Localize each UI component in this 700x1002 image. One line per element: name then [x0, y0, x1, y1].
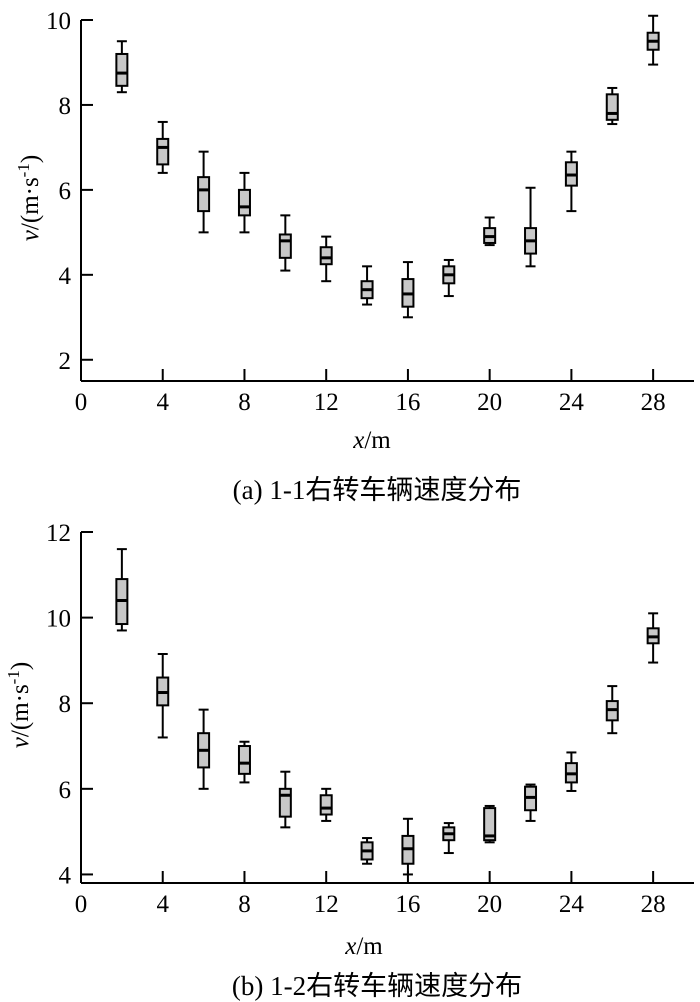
box-plot-item — [115, 548, 129, 632]
y-tick-label: 6 — [59, 777, 72, 804]
box — [278, 787, 292, 818]
box — [115, 52, 129, 87]
x-tick-label: 24 — [559, 389, 585, 416]
panel-b-ylabel: v/(m·s-1) — [4, 662, 34, 748]
panel-b-caption: (b) 1-2右转车辆速度分布 — [232, 971, 522, 1001]
panel-a-boxes — [115, 14, 660, 319]
box-plot-item — [156, 120, 170, 174]
box-plot-item — [319, 235, 333, 283]
panel-b-xlabel: x/m — [344, 933, 383, 960]
y-tick-label: 10 — [46, 8, 71, 35]
box-plot-item — [156, 652, 170, 739]
x-tick-label: 28 — [641, 891, 666, 918]
x-tick-label: 0 — [75, 891, 88, 918]
y-tick-label: 4 — [59, 862, 72, 889]
box — [319, 794, 333, 816]
box-plot-item — [605, 685, 619, 735]
box-plot-item — [483, 216, 497, 247]
y-tick-label: 6 — [59, 178, 72, 205]
box-plot-item — [605, 86, 619, 126]
box-plot-item — [237, 171, 251, 234]
box-plot-item — [442, 258, 456, 298]
y-tick-label: 2 — [59, 348, 72, 375]
x-tick-label: 28 — [641, 389, 666, 416]
x-tick-label: 16 — [395, 891, 420, 918]
box-plot-item — [278, 214, 292, 272]
box — [156, 137, 170, 166]
panel-a-ylabel: v/(m·s-1) — [14, 155, 44, 241]
box-plot-item — [360, 265, 374, 306]
box — [237, 745, 251, 775]
x-tick-label: 4 — [156, 891, 169, 918]
box-plot-item — [564, 751, 578, 792]
box-plot-item — [442, 822, 456, 855]
y-tick-label: 12 — [46, 520, 71, 547]
y-tick-label: 8 — [59, 93, 72, 120]
box — [237, 188, 251, 217]
box-plot-item — [319, 787, 333, 822]
box-plot-item — [646, 14, 660, 66]
box — [483, 807, 497, 842]
box-plot-item — [278, 770, 292, 829]
x-tick-label: 20 — [477, 891, 502, 918]
x-tick-label: 0 — [75, 389, 88, 416]
box — [197, 176, 211, 213]
panel-a-xlabel: x/m — [352, 427, 391, 454]
box-plot-item — [564, 150, 578, 213]
box-plot-item — [360, 837, 374, 865]
x-tick-label: 8 — [238, 891, 251, 918]
box — [605, 93, 619, 121]
box — [278, 233, 292, 259]
x-tick-label: 4 — [156, 389, 169, 416]
box-plot-item — [197, 708, 211, 790]
box-plot-item — [524, 783, 538, 822]
box-plot-item — [646, 612, 660, 664]
y-tick-label: 4 — [59, 263, 72, 290]
y-tick-label: 8 — [59, 691, 72, 718]
x-tick-label: 8 — [238, 389, 251, 416]
box-plot-item — [483, 804, 497, 844]
box — [319, 246, 333, 266]
y-tick-label: 10 — [46, 606, 71, 633]
box-plot-item — [524, 186, 538, 268]
x-tick-label: 12 — [314, 389, 339, 416]
x-tick-label: 16 — [395, 389, 420, 416]
box-plot-item — [237, 740, 251, 784]
x-tick-label: 24 — [559, 891, 585, 918]
panel-b-boxes — [115, 548, 660, 876]
box-plot-item — [115, 40, 129, 94]
box-plot-item — [197, 150, 211, 234]
panel-a-caption: (a) 1-1右转车辆速度分布 — [233, 475, 522, 505]
box-plot-item — [401, 817, 415, 876]
box-plot-item — [401, 261, 415, 319]
x-tick-label: 12 — [314, 891, 339, 918]
x-tick-label: 20 — [477, 389, 502, 416]
